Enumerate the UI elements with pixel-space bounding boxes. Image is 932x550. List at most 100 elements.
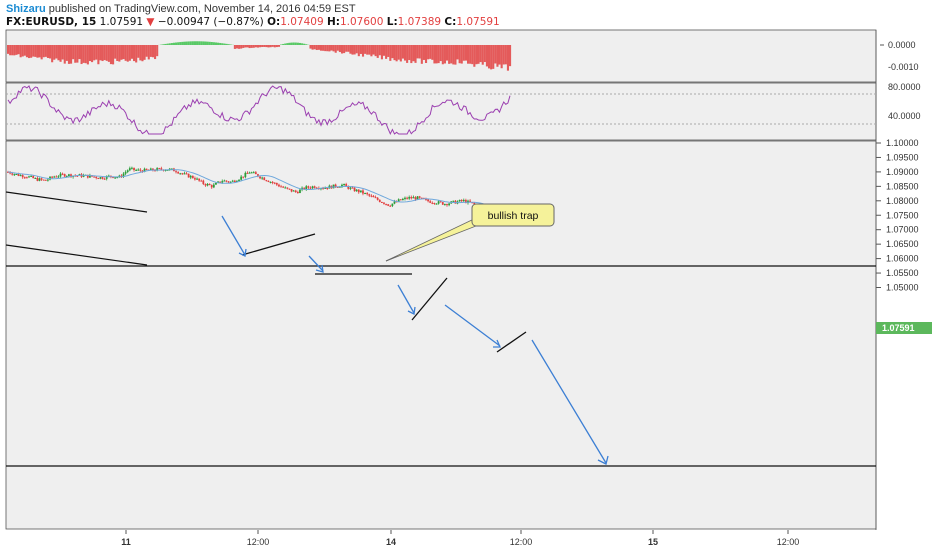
macd-bar — [439, 45, 442, 62]
macd-bar — [364, 45, 367, 54]
high-label: H: — [326, 16, 340, 28]
candle-body — [202, 180, 205, 185]
price-axis-label: 1.07500 — [886, 210, 919, 220]
candle-body — [236, 181, 238, 183]
current-price-tag — [876, 322, 932, 334]
candle-body — [166, 169, 169, 171]
macd-bar — [17, 45, 20, 55]
candle-body — [326, 187, 329, 189]
open-value: 1.07409 — [280, 16, 324, 28]
macd-bar — [343, 45, 346, 54]
macd-bar — [357, 45, 360, 57]
price-panel[interactable] — [5, 140, 877, 530]
arrow-icon — [493, 339, 501, 348]
macd-bar — [509, 45, 512, 67]
macd-bar — [328, 45, 331, 52]
candle-body — [410, 197, 413, 199]
macd-bar — [23, 45, 26, 56]
candle-body — [397, 199, 400, 202]
arrow-icon — [397, 284, 415, 314]
rsi-panel[interactable] — [5, 82, 877, 141]
macd-bar — [166, 43, 169, 45]
channel-top-line[interactable] — [5, 191, 148, 213]
candle-body — [351, 187, 354, 189]
macd-bar — [95, 45, 98, 60]
candle-body — [433, 202, 436, 204]
macd-bar — [265, 45, 268, 48]
candle-body — [139, 169, 142, 171]
trend-line[interactable] — [241, 233, 316, 256]
macd-bar — [483, 45, 486, 63]
macd-bar — [128, 45, 131, 61]
macd-bar — [9, 45, 12, 56]
candle-body — [345, 183, 348, 186]
candle-body — [204, 184, 207, 186]
macd-bar — [93, 45, 96, 61]
candle-body — [19, 175, 22, 177]
candle-body — [215, 182, 217, 185]
rsi-line — [7, 85, 511, 135]
trend-line[interactable] — [496, 331, 527, 353]
macd-bar — [76, 45, 79, 63]
price-axis-label: 1.09500 — [886, 152, 919, 162]
candle-body — [441, 202, 444, 205]
candle-body — [372, 195, 375, 198]
macd-bar — [168, 43, 171, 45]
candle-body — [271, 181, 274, 183]
macd-bar — [275, 45, 278, 48]
candle-body — [187, 173, 190, 178]
macd-bar — [59, 45, 62, 62]
macd-bar — [347, 45, 350, 52]
macd-bar — [99, 45, 102, 61]
candle-body — [36, 177, 39, 181]
candle-body — [59, 173, 62, 177]
macd-bar — [189, 41, 192, 45]
candle-body — [68, 174, 70, 176]
symbol-line: FX:EURUSD, 15 1.07591 ▼ −0.00947 (−0.87%… — [6, 16, 500, 28]
macd-bar — [466, 45, 470, 64]
macd-bar — [412, 45, 415, 62]
macd-bar — [399, 45, 402, 62]
candle-body — [82, 175, 85, 177]
macd-bar — [145, 45, 148, 57]
macd-bar — [309, 45, 312, 49]
candle-body — [112, 176, 114, 178]
macd-bar — [227, 44, 230, 45]
macd-bar — [233, 45, 236, 49]
macd-bar — [290, 42, 293, 45]
bullish-trap-callout[interactable] — [471, 203, 555, 227]
candle-body — [156, 168, 159, 171]
channel-bottom-line[interactable] — [5, 244, 148, 266]
macd-bar — [175, 42, 178, 45]
candle-body — [28, 176, 30, 178]
macd-bar — [7, 45, 10, 54]
macd-bar — [208, 41, 211, 45]
macd-bar — [246, 45, 249, 48]
macd-bar — [91, 45, 94, 63]
candle-body — [212, 184, 215, 188]
macd-bar — [219, 42, 222, 45]
current-price-text: 1.07591 — [882, 323, 915, 333]
macd-bar — [212, 42, 215, 45]
macd-bar — [292, 42, 295, 45]
trend-line[interactable] — [411, 277, 448, 321]
candle-body — [286, 187, 289, 189]
macd-bar — [13, 45, 16, 56]
macd-bar — [298, 42, 302, 45]
macd-bar — [74, 45, 77, 63]
author-name[interactable]: Shizaru — [6, 3, 46, 15]
candle-body — [177, 172, 180, 174]
candle-body — [44, 179, 47, 181]
macd-bar — [44, 45, 47, 57]
macd-bar — [217, 42, 220, 45]
open-label: O: — [267, 16, 281, 28]
candle-body — [57, 176, 60, 178]
macd-bar — [177, 42, 180, 45]
time-axis-label: 14 — [386, 537, 396, 547]
macd-bar — [30, 45, 33, 58]
candle-body — [131, 167, 133, 169]
arrow-icon — [444, 304, 501, 347]
candle-body — [305, 186, 308, 190]
price-axis-label: 1.05500 — [886, 268, 919, 278]
